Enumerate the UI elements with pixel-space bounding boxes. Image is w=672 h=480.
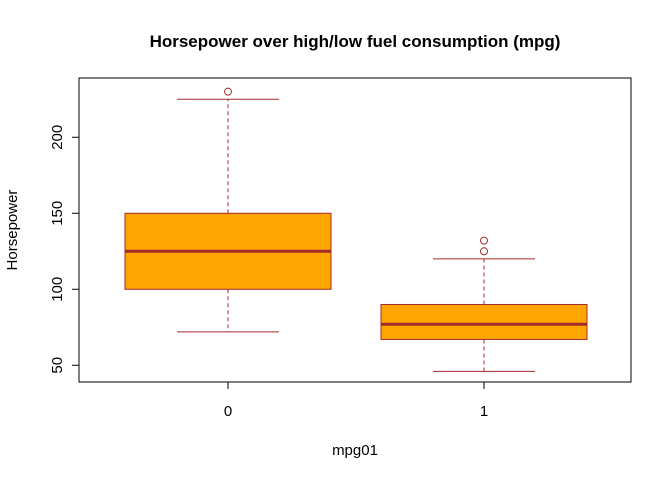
- y-axis-label: Horsepower: [4, 190, 21, 271]
- y-tick-label: 150: [49, 201, 66, 226]
- outlier-point: [224, 87, 232, 96]
- x-tick-label: 0: [224, 403, 232, 420]
- x-tick-label: 1: [480, 403, 488, 420]
- y-tick-label: 50: [49, 357, 66, 374]
- outlier-point: [480, 236, 488, 245]
- box-iqr: [380, 303, 588, 340]
- plot-area: 50 100 150 200 0 1: [49, 87, 588, 420]
- x-axis-label: mpg01: [332, 442, 378, 459]
- y-tick-label: 100: [49, 277, 66, 302]
- outlier-point: [480, 247, 488, 256]
- y-tick-label: 200: [49, 125, 66, 150]
- chart-title: Horsepower over high/low fuel consumptio…: [150, 32, 561, 51]
